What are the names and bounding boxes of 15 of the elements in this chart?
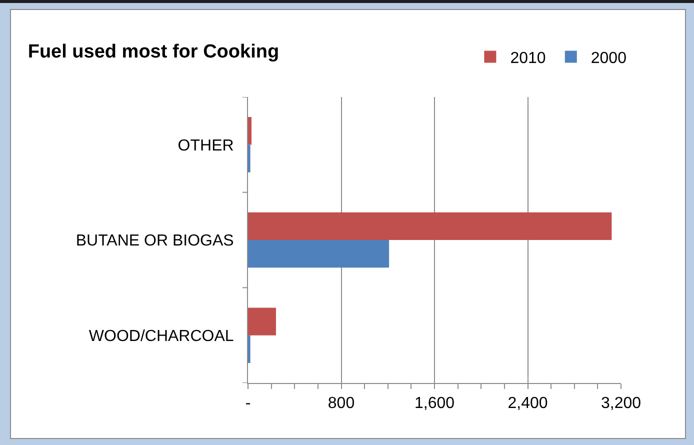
bar [248, 240, 390, 268]
chart-title: Fuel used most for Cooking [28, 41, 280, 62]
y-tick-label: WOOD/CHARCOAL [88, 328, 234, 345]
y-tick-label: BUTANE OR BIOGAS [76, 232, 234, 250]
x-tick-label: 2,400 [508, 395, 548, 412]
x-tick-label: 800 [328, 395, 355, 412]
x-tick-label: 1,600 [414, 395, 455, 412]
x-tick-label: - [245, 395, 251, 412]
bar [248, 212, 612, 240]
y-tick-label: OTHER [178, 137, 234, 154]
legend-label: 2000 [590, 50, 627, 67]
legend-label: 2010 [510, 50, 546, 67]
bar [248, 117, 252, 145]
bar [248, 308, 276, 336]
x-tick-label: 3,200 [600, 395, 642, 412]
